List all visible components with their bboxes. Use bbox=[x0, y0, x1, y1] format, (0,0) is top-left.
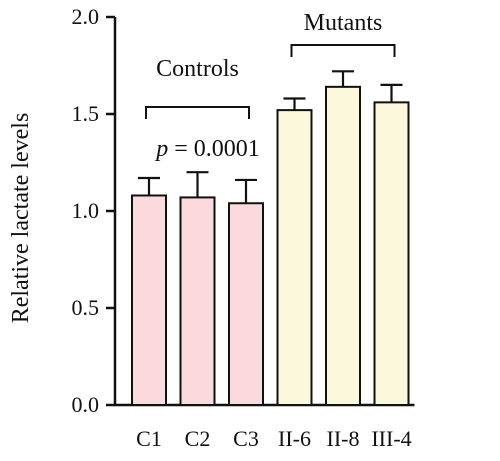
bar-ii-8 bbox=[325, 85, 361, 406]
annotations: Controls Mutants p = 0.0001 bbox=[145, 10, 396, 162]
y-tick-label: 1.5 bbox=[72, 101, 100, 126]
x-tick-label: II-8 bbox=[327, 426, 360, 451]
p-value-symbol: p bbox=[154, 136, 168, 162]
group-label-mutants: Mutants bbox=[304, 10, 383, 36]
p-value-text: = 0.0001 bbox=[168, 136, 260, 162]
bracket-mutants bbox=[290, 44, 396, 57]
y-axis-title: Relative lactate levels bbox=[8, 113, 34, 324]
x-tick-label: C2 bbox=[185, 426, 211, 451]
y-tick-label: 2.0 bbox=[72, 4, 100, 29]
p-value-annotation: p = 0.0001 bbox=[154, 136, 260, 162]
bracket-controls bbox=[145, 106, 250, 119]
bar-iii-4 bbox=[373, 101, 410, 407]
x-tick-label: II-6 bbox=[278, 426, 311, 451]
y-tick-label: 0.0 bbox=[72, 392, 100, 417]
bar-c1 bbox=[131, 194, 167, 406]
group-label-controls: Controls bbox=[156, 56, 239, 82]
bar-ii-6 bbox=[276, 109, 313, 407]
x-tick-label: C3 bbox=[233, 426, 259, 451]
y-tick-label: 0.5 bbox=[72, 295, 100, 320]
y-tick-label: 1.0 bbox=[72, 198, 100, 223]
bars bbox=[131, 70, 410, 407]
x-tick-label: III-4 bbox=[371, 426, 411, 451]
x-tick-label: C1 bbox=[136, 426, 162, 451]
bar-c3 bbox=[228, 202, 264, 406]
bar-c2 bbox=[179, 196, 216, 406]
axes: 0.0 0.5 1.0 1.5 2.0 C1 C2 C3 II-6 II-8 III-4 bbox=[72, 4, 415, 451]
